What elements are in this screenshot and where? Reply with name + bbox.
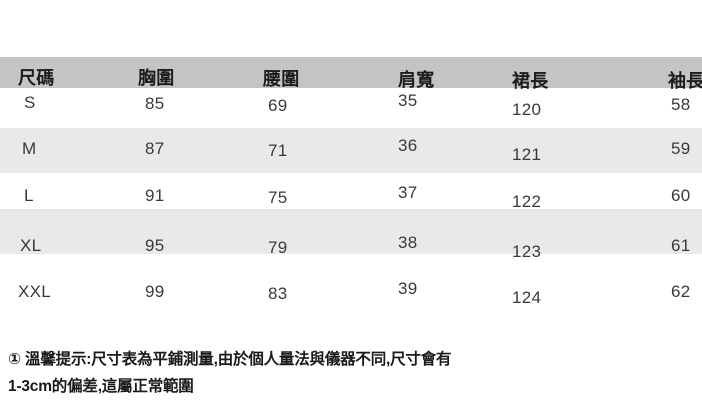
cell-size: M	[22, 139, 37, 158]
cell-sleeve: 62	[671, 282, 691, 301]
cell-sleeve: 60	[671, 186, 691, 205]
cell-bust: 99	[145, 282, 165, 301]
cell-waist: 83	[268, 284, 288, 303]
table-header-band	[0, 57, 702, 88]
cell-length: 123	[512, 242, 542, 261]
cell-waist: 69	[268, 96, 288, 115]
note-line-1-text: 溫馨提示:尺寸表為平鋪測量,由於個人量法與儀器不同,尺寸會有	[25, 351, 452, 368]
column-header-length: 裙長	[512, 71, 549, 91]
cell-length: 122	[512, 192, 542, 211]
cell-size: L	[24, 186, 34, 205]
column-header-waist: 腰圍	[263, 69, 300, 89]
column-header-sleeve: 袖長	[668, 71, 702, 91]
cell-size: S	[24, 93, 36, 112]
cell-sleeve: 58	[671, 95, 691, 114]
cell-sleeve: 59	[671, 139, 691, 158]
cell-length: 124	[512, 288, 542, 307]
cell-bust: 85	[145, 94, 165, 113]
column-header-bust: 胸圍	[138, 68, 175, 88]
cell-shoulder: 37	[398, 183, 418, 202]
cell-bust: 95	[145, 236, 165, 255]
cell-shoulder: 39	[398, 279, 418, 298]
cell-shoulder: 36	[398, 136, 418, 155]
table-zebra-band-2	[0, 209, 702, 254]
cell-size: XXL	[18, 282, 52, 301]
note-line-2: 1-3cm的偏差,這屬正常範圍	[8, 378, 194, 395]
note-line-1: ① 溫馨提示:尺寸表為平鋪測量,由於個人量法與儀器不同,尺寸會有	[8, 347, 452, 369]
cell-length: 120	[512, 100, 542, 119]
cell-waist: 75	[268, 188, 288, 207]
cell-waist: 71	[268, 141, 288, 160]
cell-waist: 79	[268, 238, 288, 257]
cell-sleeve: 61	[671, 236, 691, 255]
cell-size: XL	[20, 236, 42, 255]
cell-shoulder: 35	[398, 91, 418, 110]
cell-bust: 87	[145, 139, 165, 158]
cell-length: 121	[512, 145, 542, 164]
column-header-size: 尺碼	[18, 68, 55, 88]
column-header-shoulder: 肩寬	[398, 70, 435, 90]
circled-one-icon: ①	[8, 351, 21, 368]
cell-bust: 91	[145, 186, 165, 205]
cell-shoulder: 38	[398, 233, 418, 252]
table-zebra-band-1	[0, 128, 702, 173]
